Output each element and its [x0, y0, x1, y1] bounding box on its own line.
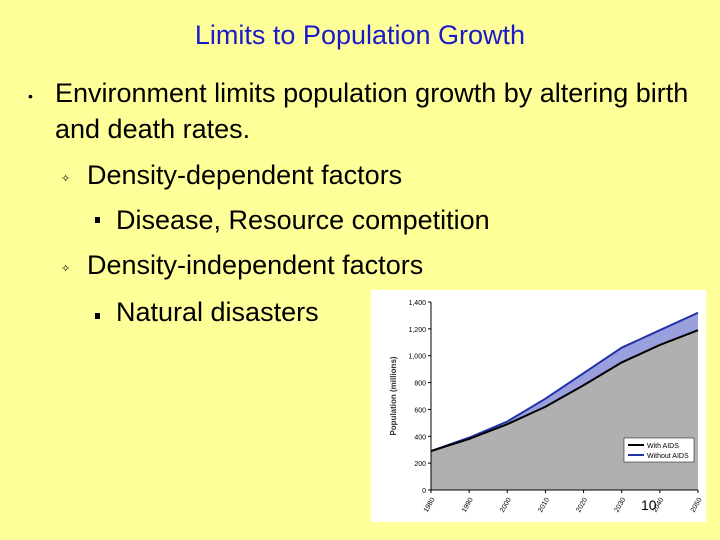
with-aids-line: [430, 329, 699, 453]
bullet-dot-icon: •: [28, 88, 33, 104]
y-tick-label: 400: [414, 434, 426, 441]
with-aids-area: [431, 330, 698, 490]
aids-gap-area: [431, 312, 698, 452]
y-tick-label: 200: [414, 461, 426, 468]
legend-box: [623, 437, 695, 463]
x-tick-label: 2000: [499, 497, 513, 514]
y-tick-label: 600: [414, 407, 426, 414]
without-aids-line: [430, 311, 699, 453]
x-tick-label: 2020: [575, 497, 589, 514]
bullet-density-independent: Density-independent factors: [87, 250, 424, 280]
slide-title: Limits to Population Growth: [194, 20, 526, 50]
y-tick-label: 800: [414, 381, 426, 388]
chevron-bullet-icon: ✧: [61, 173, 71, 185]
main-point-text: Environment limits population growth by …: [55, 78, 689, 144]
x-tick-label: 2010: [537, 497, 551, 514]
x-tick-label: 1980: [423, 497, 437, 514]
population-chart: 0 200 400 600 800 1,000 1,200 1,400 1980 1990 2000…: [371, 290, 706, 522]
legend-label: With AIDS: [647, 443, 679, 450]
square-bullet-icon: [95, 313, 100, 319]
bullet-density-dependent: Density-dependent factors: [87, 160, 403, 190]
y-tick-label: 1,200: [408, 327, 426, 334]
x-tick-label: 2050: [690, 497, 704, 514]
x-tick-label: 2030: [613, 497, 627, 514]
chevron-bullet-icon: ✧: [61, 263, 71, 275]
y-tick-label: 1,400: [408, 300, 426, 307]
square-bullet-icon: [95, 217, 100, 223]
population-chart-svg: 0 200 400 600 800 1,000 1,200 1,400 1980 1990 2000…: [389, 300, 704, 514]
x-tick-label: 1990: [461, 497, 475, 514]
y-axis-title: Population (millions): [389, 356, 398, 435]
page-number: 10: [641, 497, 657, 513]
sub-bullet-natural-disasters: Natural disasters: [116, 297, 319, 327]
y-tick-label: 0: [422, 488, 426, 495]
y-tick-label: 1,000: [408, 354, 426, 361]
sub-bullet-disease: Disease, Resource competition: [116, 205, 490, 235]
legend-label: Without AIDS: [647, 453, 689, 460]
